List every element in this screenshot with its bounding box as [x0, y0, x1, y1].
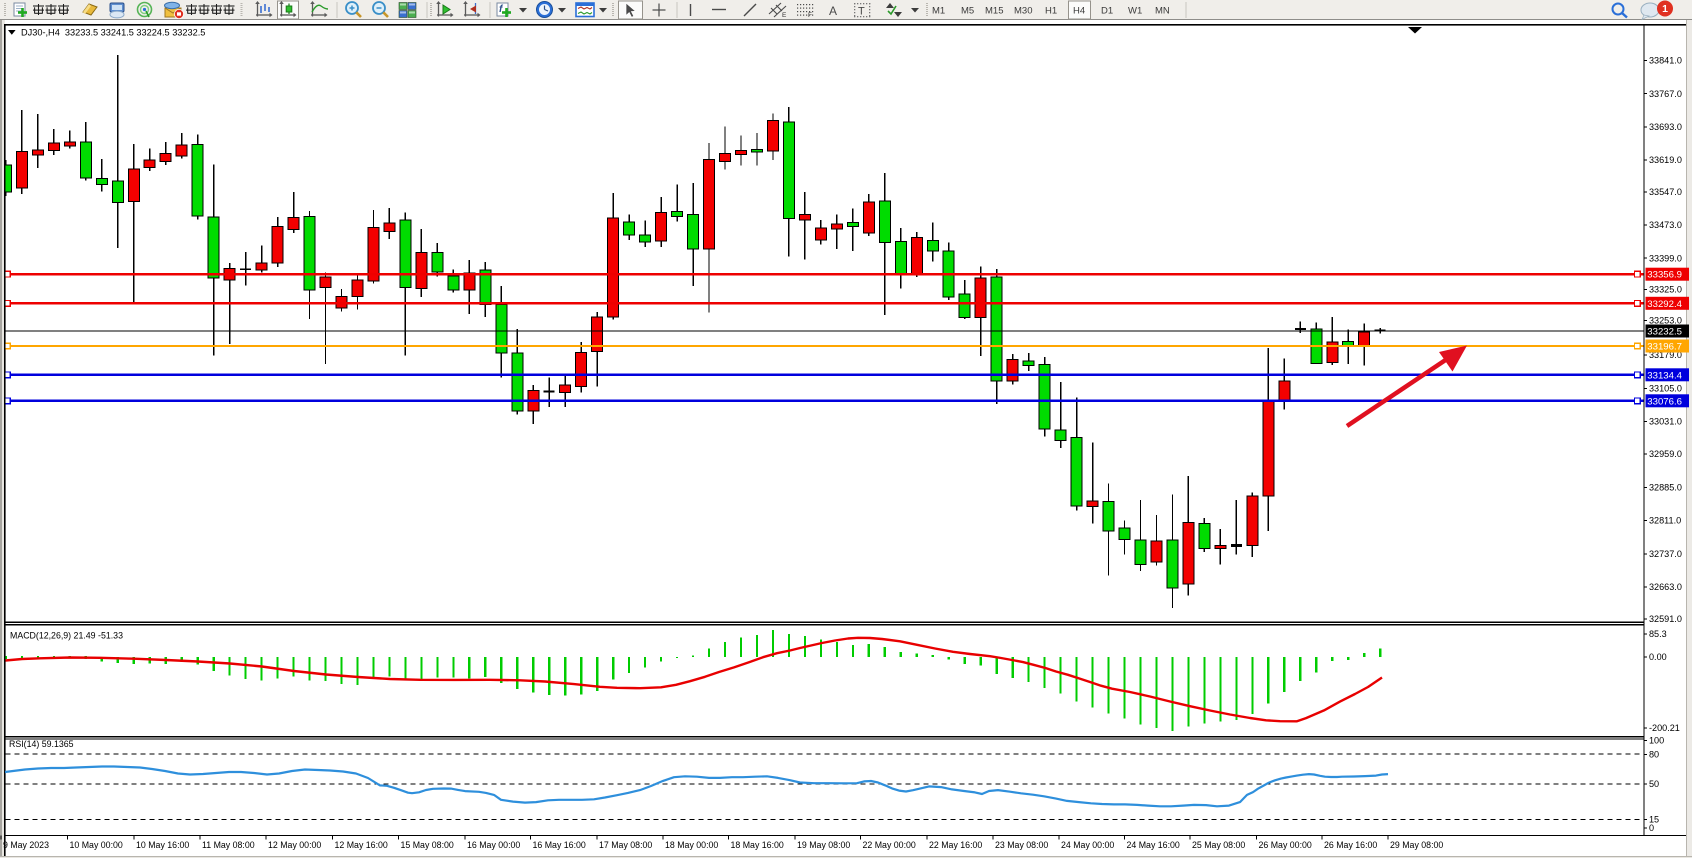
svg-text:1: 1 — [1662, 3, 1668, 15]
svg-text:H1: H1 — [1045, 6, 1057, 17]
svg-text:32591.0: 32591.0 — [1649, 614, 1682, 624]
svg-text:0: 0 — [1649, 823, 1654, 833]
svg-text:23 May 08:00: 23 May 08:00 — [995, 840, 1048, 850]
svg-text:33292.4: 33292.4 — [1647, 299, 1682, 310]
svg-text:DJ30-,H4 33233.5 33241.5 3322: DJ30-,H4 33233.5 33241.5 33224.5 33232.5 — [21, 28, 205, 38]
svg-text:33619.0: 33619.0 — [1649, 155, 1682, 165]
svg-text:18 May 16:00: 18 May 16:00 — [731, 840, 784, 850]
svg-text:100: 100 — [1649, 736, 1664, 746]
svg-text:f: f — [499, 4, 504, 15]
svg-text:32959.0: 32959.0 — [1649, 449, 1682, 459]
svg-text:H4: H4 — [1073, 6, 1085, 17]
svg-text:33179.0: 33179.0 — [1649, 350, 1682, 360]
svg-text:17 May 08:00: 17 May 08:00 — [599, 840, 652, 850]
svg-text:D1: D1 — [1101, 6, 1113, 17]
svg-text:10 May 16:00: 10 May 16:00 — [136, 840, 189, 850]
svg-text:85.3: 85.3 — [1649, 629, 1667, 639]
svg-text:33253.0: 33253.0 — [1649, 315, 1682, 325]
svg-text:M1: M1 — [932, 6, 945, 17]
svg-text:12 May 00:00: 12 May 00:00 — [268, 840, 321, 850]
svg-text:RSI(14) 59.1365: RSI(14) 59.1365 — [9, 739, 74, 749]
svg-text:-200.21: -200.21 — [1649, 723, 1680, 733]
svg-text:33399.0: 33399.0 — [1649, 253, 1682, 263]
svg-text:33031.0: 33031.0 — [1649, 417, 1682, 427]
svg-text:9 May 2023: 9 May 2023 — [3, 840, 49, 850]
svg-text:A: A — [829, 4, 837, 18]
svg-text:25 May 08:00: 25 May 08:00 — [1192, 840, 1245, 850]
svg-text:32885.0: 32885.0 — [1649, 482, 1682, 492]
svg-text:M5: M5 — [961, 6, 974, 17]
svg-text:24 May 16:00: 24 May 16:00 — [1127, 840, 1180, 850]
svg-text:MN: MN — [1155, 6, 1170, 17]
svg-text:80: 80 — [1649, 750, 1659, 760]
svg-text:10 May 00:00: 10 May 00:00 — [70, 840, 123, 850]
svg-text:32737.0: 32737.0 — [1649, 549, 1682, 559]
svg-text:33473.0: 33473.0 — [1649, 220, 1682, 230]
svg-text:33693.0: 33693.0 — [1649, 122, 1682, 132]
svg-text:22 May 16:00: 22 May 16:00 — [929, 840, 982, 850]
svg-text:16 May 16:00: 16 May 16:00 — [533, 840, 586, 850]
svg-text:12 May 16:00: 12 May 16:00 — [335, 840, 388, 850]
svg-text:M30: M30 — [1014, 6, 1032, 17]
svg-text:E: E — [782, 12, 787, 19]
svg-text:MACD(12,26,9) 21.49 -51.33: MACD(12,26,9) 21.49 -51.33 — [10, 631, 123, 641]
svg-text:26 May 16:00: 26 May 16:00 — [1324, 840, 1377, 850]
svg-text:22 May 00:00: 22 May 00:00 — [863, 840, 916, 850]
svg-text:32811.0: 32811.0 — [1649, 516, 1681, 526]
svg-text:0.00: 0.00 — [1649, 652, 1667, 662]
svg-text:M15: M15 — [985, 6, 1003, 17]
svg-text:33196.7: 33196.7 — [1647, 342, 1682, 353]
svg-text:15: 15 — [1649, 815, 1659, 825]
svg-text:33356.9: 33356.9 — [1647, 270, 1682, 281]
svg-text:F: F — [808, 12, 812, 19]
svg-text:33547.0: 33547.0 — [1649, 187, 1682, 197]
svg-text:33325.0: 33325.0 — [1649, 285, 1682, 295]
svg-text:11 May 08:00: 11 May 08:00 — [202, 840, 255, 850]
svg-text:T: T — [858, 6, 865, 18]
svg-text:26 May 00:00: 26 May 00:00 — [1259, 840, 1312, 850]
svg-text:16 May 00:00: 16 May 00:00 — [467, 840, 520, 850]
svg-text:32663.0: 32663.0 — [1649, 582, 1682, 592]
svg-text:33767.0: 33767.0 — [1649, 89, 1682, 99]
svg-text:33841.0: 33841.0 — [1649, 56, 1682, 66]
svg-text:33105.0: 33105.0 — [1649, 383, 1682, 393]
svg-text:33076.6: 33076.6 — [1647, 396, 1682, 407]
svg-text:18 May 00:00: 18 May 00:00 — [665, 840, 718, 850]
svg-text:50: 50 — [1649, 779, 1659, 789]
svg-text:19 May 08:00: 19 May 08:00 — [797, 840, 850, 850]
svg-text:33134.4: 33134.4 — [1647, 370, 1682, 381]
svg-text:15 May 08:00: 15 May 08:00 — [401, 840, 454, 850]
svg-text:33232.5: 33232.5 — [1647, 327, 1682, 338]
svg-text:29 May 08:00: 29 May 08:00 — [1390, 840, 1443, 850]
svg-text:24 May 00:00: 24 May 00:00 — [1061, 840, 1114, 850]
svg-text:W1: W1 — [1128, 6, 1142, 17]
